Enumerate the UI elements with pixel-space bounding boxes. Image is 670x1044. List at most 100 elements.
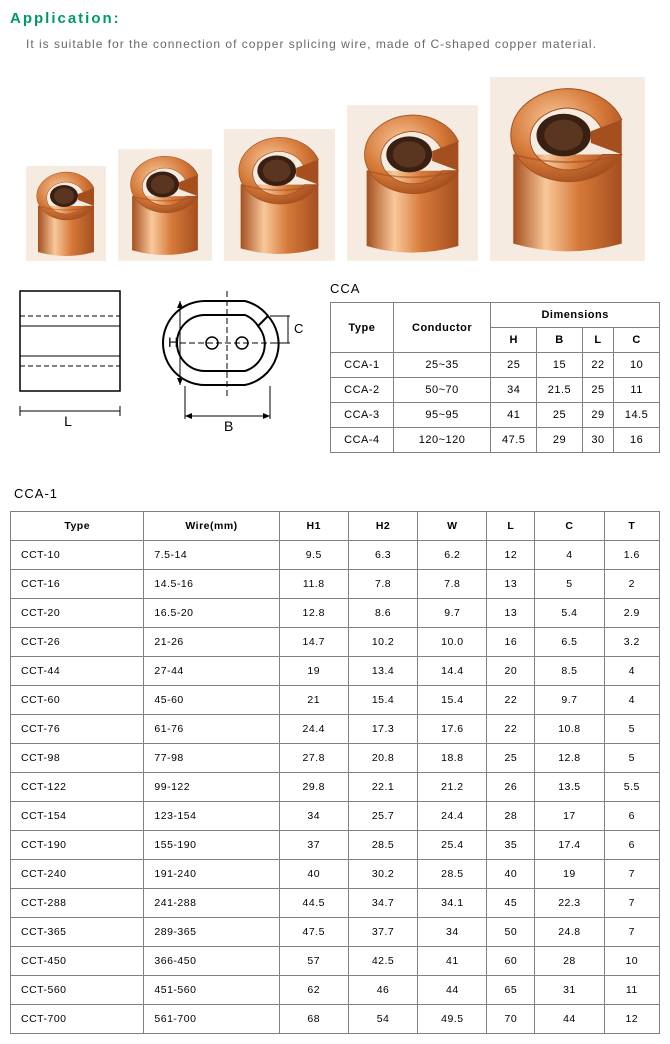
cca1-title: CCA-1: [14, 486, 660, 501]
table-cell: 29: [537, 428, 583, 453]
table-cell: 30: [582, 428, 613, 453]
table-cell: 5: [604, 715, 659, 744]
table-cell: 95~95: [393, 403, 491, 428]
diagram-label-H: H: [168, 334, 178, 350]
table-cell: 24.4: [418, 802, 487, 831]
table-cell: 15: [537, 353, 583, 378]
table-row: CCT-12299-12229.822.121.22613.55.5: [11, 773, 660, 802]
table-cell: 10.8: [535, 715, 604, 744]
table-cell: 6.3: [348, 541, 417, 570]
cca-table: Type Conductor Dimensions H B L C CCA-12…: [330, 302, 660, 453]
table-cell: 5.5: [604, 773, 659, 802]
table-cell: 20: [487, 657, 535, 686]
table-cell: CCA-2: [331, 378, 394, 403]
table-cell: 12.8: [535, 744, 604, 773]
application-title: Application:: [10, 10, 660, 27]
table-cell: 49.5: [418, 1005, 487, 1034]
table-cell: 13.4: [348, 657, 417, 686]
table-cell: 5: [535, 570, 604, 599]
table-row: CCT-4427-441913.414.4208.54: [11, 657, 660, 686]
table-cell: 44: [535, 1005, 604, 1034]
table-cell: 34.1: [418, 889, 487, 918]
c-clamp-image: [490, 77, 645, 261]
table-header-cell: T: [604, 512, 659, 541]
table-cell: 37.7: [348, 918, 417, 947]
table-cell: CCT-122: [11, 773, 144, 802]
table-cell: 17.3: [348, 715, 417, 744]
table-cell: 29: [582, 403, 613, 428]
table-cell: 45: [487, 889, 535, 918]
table-cell: 191-240: [144, 860, 279, 889]
table-cell: 14.5-16: [144, 570, 279, 599]
table-cell: 11: [604, 976, 659, 1005]
table-cell: 14.5: [614, 403, 660, 428]
table-cell: 25.4: [418, 831, 487, 860]
table-cell: 24.8: [535, 918, 604, 947]
table-cell: 7: [604, 860, 659, 889]
table-cell: 289-365: [144, 918, 279, 947]
table-cell: 28.5: [348, 831, 417, 860]
table-cell: 7: [604, 918, 659, 947]
table-cell: 13.5: [535, 773, 604, 802]
table-cell: 21: [279, 686, 348, 715]
table-cell: 14.7: [279, 628, 348, 657]
table-cell: 366-450: [144, 947, 279, 976]
table-cell: 6.5: [535, 628, 604, 657]
table-cell: 27-44: [144, 657, 279, 686]
table-cell: 60: [487, 947, 535, 976]
table-cell: 25: [537, 403, 583, 428]
table-row: CCT-365289-36547.537.7345024.87: [11, 918, 660, 947]
c-clamp-image: [224, 129, 335, 261]
table-cell: 2.9: [604, 599, 659, 628]
table-cell: 99-122: [144, 773, 279, 802]
table-cell: 12.8: [279, 599, 348, 628]
table-cell: 7.8: [418, 570, 487, 599]
table-cell: 8.6: [348, 599, 417, 628]
table-cell: 16: [487, 628, 535, 657]
table-cell: 31: [535, 976, 604, 1005]
table-cell: 34: [418, 918, 487, 947]
table-cell: 28: [487, 802, 535, 831]
table-row: CCT-107.5-149.56.36.21241.6: [11, 541, 660, 570]
cca-section: CCA Type Conductor Dimensions H B L C CC…: [330, 281, 660, 453]
table-cell: CCT-365: [11, 918, 144, 947]
table-cell: 40: [487, 860, 535, 889]
c-clamp-image: [118, 149, 212, 261]
table-cell: 19: [279, 657, 348, 686]
diagram-label-L: L: [64, 413, 72, 429]
table-row: CCT-7661-7624.417.317.62210.85: [11, 715, 660, 744]
table-cell: CCT-26: [11, 628, 144, 657]
table-header-cell: H1: [279, 512, 348, 541]
table-cell: 17: [535, 802, 604, 831]
diagram-rectangle: L: [10, 281, 130, 436]
table-cell: 50: [487, 918, 535, 947]
table-cell: 6.2: [418, 541, 487, 570]
table-cell: 20.8: [348, 744, 417, 773]
table-cell: 25~35: [393, 353, 491, 378]
table-cell: 17.6: [418, 715, 487, 744]
table-cell: 9.5: [279, 541, 348, 570]
table-cell: 28.5: [418, 860, 487, 889]
table-cell: 27.8: [279, 744, 348, 773]
table-cell: 25.7: [348, 802, 417, 831]
c-clamp-image: [347, 105, 478, 261]
table-cell: 45-60: [144, 686, 279, 715]
table-cell: 34: [491, 378, 537, 403]
diagram-cshape: H C B: [150, 281, 310, 456]
table-header-cell: Wire(mm): [144, 512, 279, 541]
table-cell: 13: [487, 570, 535, 599]
cca-col-type: Type: [331, 303, 394, 353]
application-description: It is suitable for the connection of cop…: [26, 37, 660, 51]
table-row: CCT-6045-602115.415.4229.74: [11, 686, 660, 715]
table-row: CCA-125~3525152210: [331, 353, 660, 378]
table-cell: 561-700: [144, 1005, 279, 1034]
cca-col-c: C: [614, 328, 660, 353]
cca-col-dimensions: Dimensions: [491, 303, 660, 328]
table-cell: 155-190: [144, 831, 279, 860]
table-cell: 29.8: [279, 773, 348, 802]
table-cell: 77-98: [144, 744, 279, 773]
table-cell: 10.0: [418, 628, 487, 657]
table-cell: CCA-3: [331, 403, 394, 428]
table-cell: 4: [604, 686, 659, 715]
table-cell: 8.5: [535, 657, 604, 686]
